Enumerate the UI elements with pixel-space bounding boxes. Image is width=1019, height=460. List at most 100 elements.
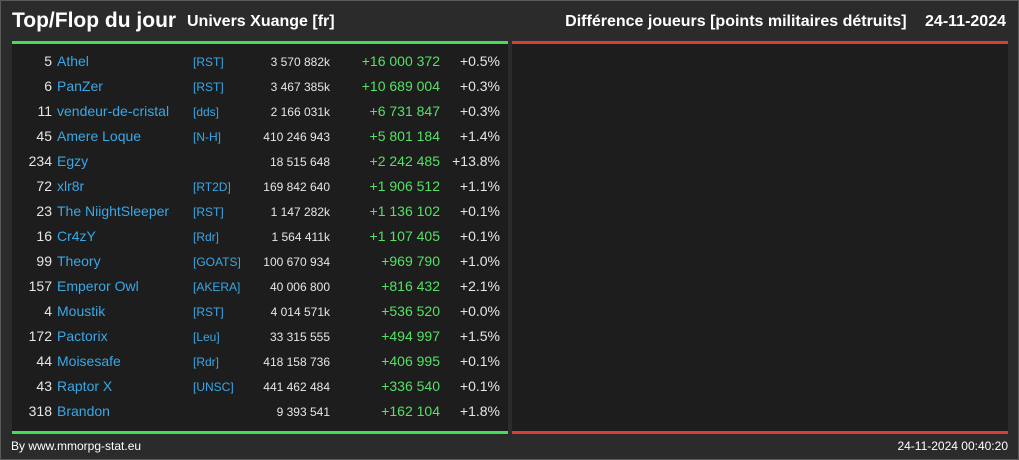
points-difference: +494 997 (381, 328, 440, 344)
table-row: 172 Pactorix [Leu] 33 315 555 +494 997 +1.5% (12, 324, 508, 349)
player-rank: 5 (44, 53, 52, 69)
percent-change: +1.4% (459, 128, 500, 144)
percent-change: +1.0% (459, 253, 500, 269)
points-difference: +1 136 102 (369, 203, 440, 219)
alliance-tag-link[interactable]: [AKERA] (193, 280, 241, 294)
player-rank: 72 (36, 178, 52, 194)
alliance-tag-link[interactable]: [dds] (193, 105, 220, 119)
percent-change: +0.3% (459, 103, 500, 119)
player-rank: 234 (28, 153, 52, 169)
player-rank: 23 (36, 203, 52, 219)
player-name-link[interactable]: Pactorix (57, 328, 108, 344)
player-rank: 6 (44, 78, 52, 94)
percent-change: +1.5% (459, 328, 500, 344)
alliance-tag-link[interactable]: [Leu] (193, 330, 220, 344)
player-name-link[interactable]: Moisesafe (57, 353, 121, 369)
header-date: 24-11-2024 (925, 13, 1006, 30)
player-rank: 11 (37, 103, 52, 119)
percent-change: +1.1% (459, 178, 500, 194)
player-points: 3 570 882k (270, 55, 330, 69)
page-title: Top/Flop du jour (12, 9, 177, 32)
percent-change: +0.1% (459, 228, 500, 244)
header: Top/Flop du jour Univers Xuange [fr] Dif… (1, 1, 1018, 41)
player-name-link[interactable]: PanZer (57, 78, 103, 94)
table-row: 318 Brandon 9 393 541 +162 104 +1.8% (12, 399, 508, 424)
points-difference: +536 520 (381, 303, 440, 319)
alliance-tag-link[interactable]: [Rdr] (193, 230, 220, 244)
player-rank: 44 (36, 353, 52, 369)
player-points: 40 006 800 (269, 280, 330, 294)
player-points: 1 147 282k (270, 205, 330, 219)
player-rank: 157 (28, 278, 52, 294)
player-points: 3 467 385k (270, 80, 330, 94)
top-panel: 5 Athel [RST] 3 570 882k +16 000 372 +0.5% 6 Pa… (12, 44, 508, 431)
player-points: 410 246 943 (263, 130, 330, 144)
table-row: 72 xlr8r [RT2D] 169 842 640 +1 906 512 +1.1% (12, 174, 508, 199)
alliance-tag-link[interactable]: [UNSC] (193, 380, 234, 394)
points-difference: +10 689 004 (361, 78, 440, 94)
points-difference: +1 906 512 (369, 178, 440, 194)
alliance-tag-link[interactable]: [Rdr] (193, 355, 220, 369)
player-name-link[interactable]: Cr4zY (57, 228, 96, 244)
percent-change: +0.1% (459, 378, 500, 394)
alliance-tag-link[interactable]: [RST] (193, 80, 224, 94)
points-difference: +1 107 405 (369, 228, 440, 244)
table-row: 45 Amere Loque [N-H] 410 246 943 +5 801 184 +… (12, 124, 508, 149)
alliance-tag-link[interactable]: [RST] (193, 205, 224, 219)
table-row: 6 PanZer [RST] 3 467 385k +10 689 004 +0.3% (12, 74, 508, 99)
player-name-link[interactable]: Brandon (57, 403, 110, 419)
points-difference: +969 790 (381, 253, 440, 269)
percent-change: +0.1% (459, 353, 500, 369)
player-name-link[interactable]: Amere Loque (57, 128, 142, 144)
player-points: 100 670 934 (263, 255, 330, 269)
player-name-link[interactable]: Raptor X (57, 378, 113, 394)
points-difference: +816 432 (381, 278, 440, 294)
player-name-link[interactable]: Athel (57, 53, 89, 69)
player-rank: 318 (28, 403, 52, 419)
player-rank: 16 (36, 228, 52, 244)
player-points: 18 515 648 (269, 155, 330, 169)
player-points: 169 842 640 (263, 180, 330, 194)
header-info: Différence joueurs [points militaires dé… (565, 13, 1006, 31)
universe-label: Univers Xuange [fr] (187, 13, 335, 30)
table-row: 43 Raptor X [UNSC] 441 462 484 +336 540 +0.1% (12, 374, 508, 399)
points-difference: +406 995 (381, 353, 440, 369)
player-points: 441 462 484 (263, 380, 330, 394)
flop-panel (512, 44, 1008, 431)
points-difference: +336 540 (381, 378, 440, 394)
alliance-tag-link[interactable]: [RST] (193, 55, 224, 69)
player-name-link[interactable]: Moustik (57, 303, 106, 319)
table-row: 5 Athel [RST] 3 570 882k +16 000 372 +0.5% (12, 49, 508, 74)
player-name-link[interactable]: xlr8r (57, 178, 85, 194)
player-rank: 45 (36, 128, 52, 144)
bottom-divider-loss (512, 431, 1008, 434)
player-points: 4 014 571k (270, 305, 330, 319)
player-name-link[interactable]: Emperor Owl (57, 278, 139, 294)
player-points: 2 166 031k (270, 105, 330, 119)
footer-timestamp: 24-11-2024 00:40:20 (897, 439, 1008, 453)
alliance-tag-link[interactable]: [RST] (193, 305, 224, 319)
player-points: 418 158 736 (263, 355, 330, 369)
player-rank: 172 (28, 328, 52, 344)
player-rank: 4 (44, 303, 52, 319)
alliance-tag-link[interactable]: [N-H] (193, 130, 221, 144)
points-difference: +6 731 847 (369, 103, 440, 119)
top-list: 5 Athel [RST] 3 570 882k +16 000 372 +0.5% 6 Pa… (12, 49, 508, 424)
table-row: 16 Cr4zY [Rdr] 1 564 411k +1 107 405 +0.1% (12, 224, 508, 249)
percent-change: +13.8% (452, 153, 500, 169)
percent-change: +0.1% (459, 203, 500, 219)
top-divider-loss (512, 41, 1008, 44)
percent-change: +0.0% (459, 303, 500, 319)
table-row: 23 The NiightSleeper [RST] 1 147 282k +1 136… (12, 199, 508, 224)
table-row: 157 Emperor Owl [AKERA] 40 006 800 +816 432 +… (12, 274, 508, 299)
percent-change: +1.8% (459, 403, 500, 419)
alliance-tag-link[interactable]: [RT2D] (193, 180, 231, 194)
player-name-link[interactable]: Theory (57, 253, 101, 269)
points-difference: +2 242 485 (369, 153, 440, 169)
alliance-tag-link[interactable]: [GOATS] (193, 255, 241, 269)
player-name-link[interactable]: Egzy (57, 153, 89, 169)
table-row: 11 vendeur-de-cristal [dds] 2 166 031k +6 73… (12, 99, 508, 124)
points-difference: +16 000 372 (361, 53, 440, 69)
player-name-link[interactable]: The NiightSleeper (57, 203, 170, 219)
player-name-link[interactable]: vendeur-de-cristal (57, 103, 170, 119)
